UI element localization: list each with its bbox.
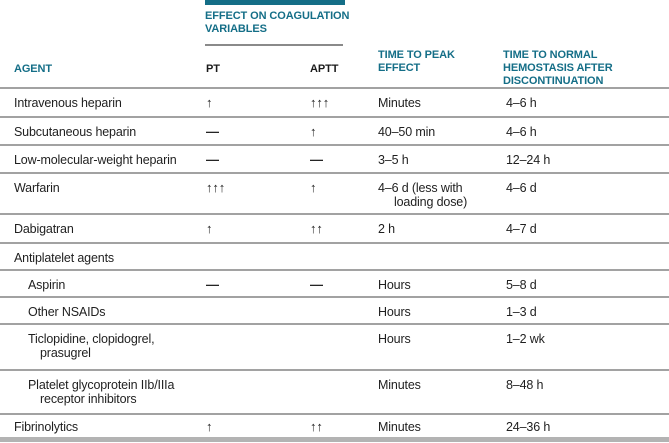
normal-hemostasis-cell: 4–6 h	[506, 96, 537, 110]
pt-cell	[205, 298, 310, 323]
table-row-lmw-heparin: Low-molecular-weight heparin — — 3–5 h 1…	[0, 144, 669, 172]
table-body: Intravenous heparin ↑ ↑↑↑ Minutes 4–6 h …	[0, 87, 669, 436]
pt-cell: ↑	[206, 419, 213, 434]
peak-cell: 2 h	[378, 222, 395, 236]
agent-cell: Low-molecular-weight heparin	[14, 153, 177, 167]
agent-cell: Dabigatran	[14, 222, 74, 236]
normal-hemostasis-cell: 1–3 d	[506, 305, 537, 319]
table-row-platelet-glycoprotein-inhibitors: Platelet glycoprotein IIb/IIIa receptor …	[0, 369, 669, 413]
column-header-time-to-normal-hemostasis: TIME TO NORMAL HEMOSTASIS AFTER DISCONTI…	[503, 49, 613, 87]
aptt-cell: ↑↑↑	[310, 95, 330, 110]
pt-cell: ↑	[206, 95, 213, 110]
normal-hemostasis-cell: 1–2 wk	[506, 332, 545, 346]
table-row-antiplatelet-agents-section: Antiplatelet agents	[0, 242, 669, 269]
pt-cell	[205, 325, 310, 369]
table-row-ticlopidine-clopidogrel-prasugrel: Ticlopidine, clopidogrel, prasugrel Hour…	[0, 323, 669, 369]
agent-cell: Platelet glycoprotein IIb/IIIa receptor …	[28, 378, 175, 406]
table-row-dabigatran: Dabigatran ↑ ↑↑ 2 h 4–7 d	[0, 213, 669, 242]
group-header-underline	[205, 44, 343, 46]
normal-hemostasis-cell: 24–36 h	[506, 420, 551, 434]
normal-hemostasis-cell	[503, 244, 669, 269]
agent-cell: Antiplatelet agents	[14, 251, 115, 265]
bottom-crop-bar	[0, 437, 669, 442]
pt-cell: —	[206, 152, 219, 167]
aptt-cell	[310, 325, 375, 369]
pt-cell: ↑	[206, 221, 213, 236]
peak-cell: Hours	[378, 332, 411, 346]
table-row-fibrinolytics: Fibrinolytics ↑ ↑↑ Minutes 24–36 h	[0, 413, 669, 436]
aptt-cell: —	[310, 277, 323, 292]
group-header-effect-on-coagulation: EFFECT ON COAGULATION VARIABLES	[205, 10, 350, 35]
aptt-cell: ↑	[310, 124, 317, 139]
aptt-cell: ↑↑	[310, 419, 323, 434]
normal-hemostasis-cell: 4–7 d	[506, 222, 537, 236]
peak-cell: Minutes	[378, 96, 421, 110]
pt-cell: ↑↑↑	[206, 180, 226, 195]
aptt-cell	[310, 371, 375, 413]
normal-hemostasis-cell: 12–24 h	[506, 153, 551, 167]
table-row-other-nsaids: Other NSAIDs Hours 1–3 d	[0, 296, 669, 323]
column-header-time-to-peak: TIME TO PEAK EFFECT	[378, 49, 455, 74]
pt-cell	[205, 244, 310, 269]
normal-hemostasis-cell: 8–48 h	[506, 378, 544, 392]
column-header-pt: PT	[206, 63, 220, 75]
pt-cell: —	[206, 277, 219, 292]
peak-cell: 40–50 min	[378, 125, 436, 139]
peak-cell	[375, 244, 503, 269]
peak-cell: 4–6 d (less with loading dose)	[378, 181, 468, 209]
table-row-warfarin: Warfarin ↑↑↑ ↑ 4–6 d (less with loading …	[0, 172, 669, 213]
normal-hemostasis-cell: 4–6 h	[506, 125, 537, 139]
pt-cell: —	[206, 124, 219, 139]
normal-hemostasis-cell: 5–8 d	[506, 278, 537, 292]
agent-cell: Intravenous heparin	[14, 96, 122, 110]
table-row-aspirin: Aspirin — — Hours 5–8 d	[0, 269, 669, 296]
top-accent-bar	[205, 0, 345, 5]
column-header-aptt: APTT	[310, 63, 339, 75]
agent-cell: Fibrinolytics	[14, 420, 79, 434]
aptt-cell: ↑↑	[310, 221, 323, 236]
aptt-cell: ↑	[310, 180, 317, 195]
column-header-agent: AGENT	[14, 63, 53, 75]
table-row-subcutaneous-heparin: Subcutaneous heparin — ↑ 40–50 min 4–6 h	[0, 116, 669, 144]
aptt-cell	[310, 298, 375, 323]
peak-cell: Minutes	[378, 420, 421, 434]
aptt-cell	[310, 244, 375, 269]
agent-cell: Aspirin	[28, 278, 66, 292]
agent-cell: Other NSAIDs	[28, 305, 106, 319]
normal-hemostasis-cell: 4–6 d	[506, 181, 537, 195]
agent-cell: Warfarin	[14, 181, 60, 195]
agent-cell: Ticlopidine, clopidogrel, prasugrel	[28, 332, 155, 360]
table-row-intravenous-heparin: Intravenous heparin ↑ ↑↑↑ Minutes 4–6 h	[0, 87, 669, 116]
pt-cell	[205, 371, 310, 413]
agent-cell: Subcutaneous heparin	[14, 125, 137, 139]
peak-cell: Minutes	[378, 378, 421, 392]
aptt-cell: —	[310, 152, 323, 167]
peak-cell: Hours	[378, 305, 411, 319]
peak-cell: 3–5 h	[378, 153, 409, 167]
peak-cell: Hours	[378, 278, 411, 292]
